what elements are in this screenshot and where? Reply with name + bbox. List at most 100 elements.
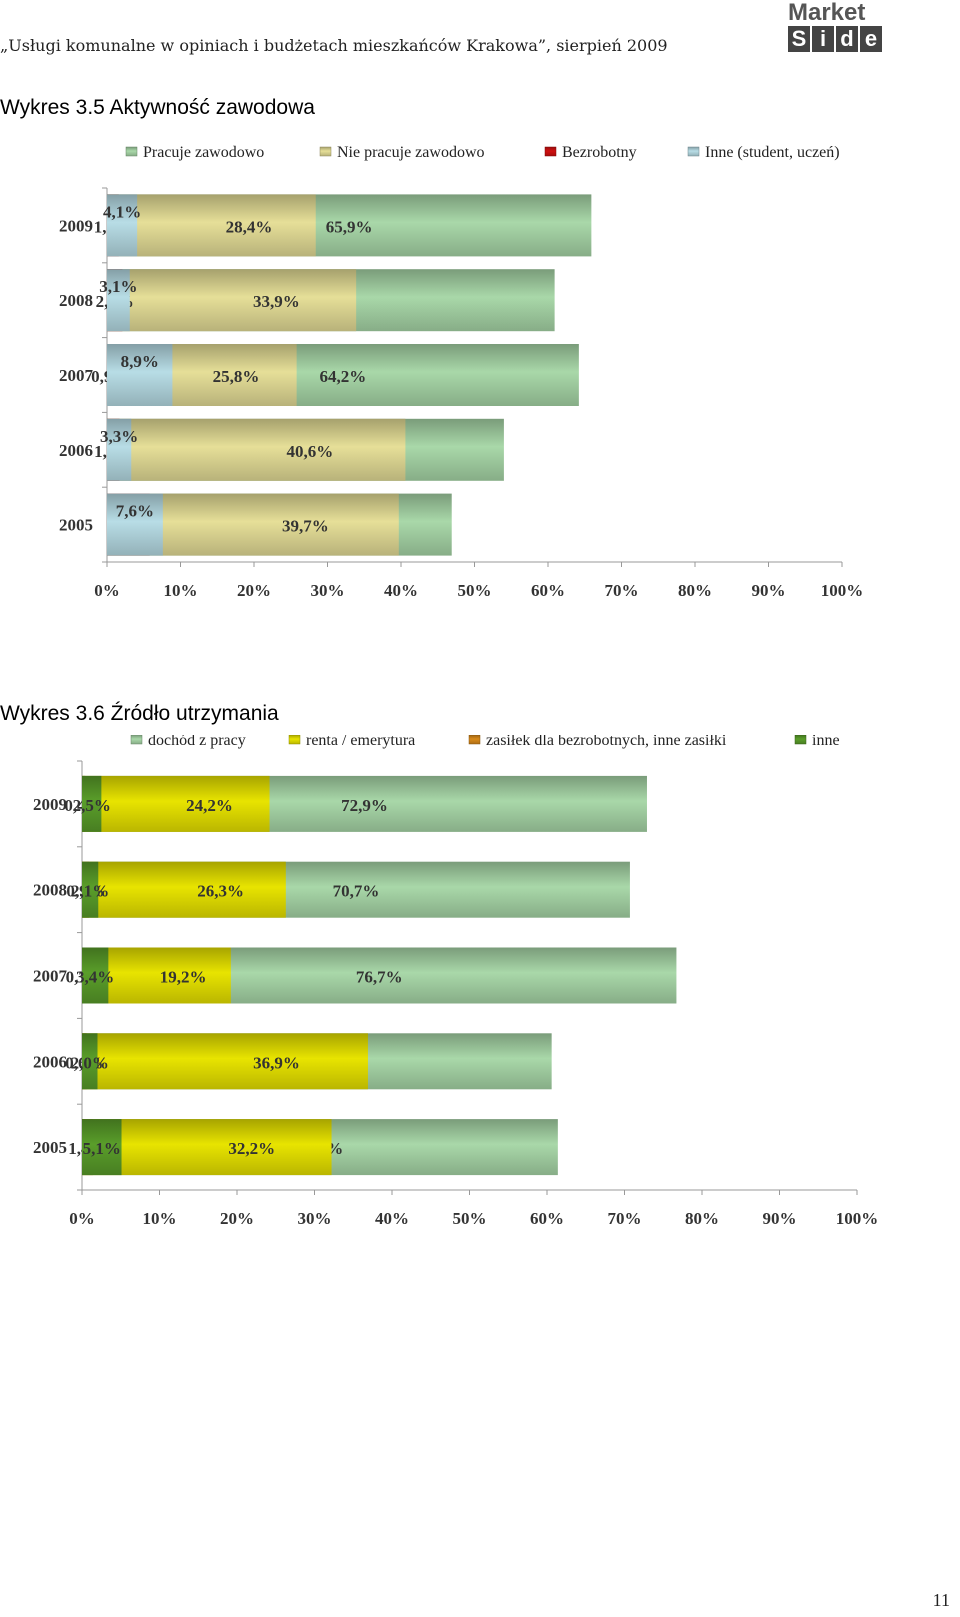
x-tick-label: 60%	[530, 1209, 564, 1228]
legend-swatch	[125, 146, 138, 157]
data-label: 25,8%	[213, 367, 260, 386]
y-category-label: 2009	[33, 795, 67, 814]
data-label: 7,6%	[116, 502, 154, 521]
bar-segment	[107, 344, 173, 406]
data-label: 32,2%	[228, 1139, 275, 1158]
x-tick-label: 100%	[836, 1209, 879, 1228]
legend-label: Bezrobotny	[562, 144, 637, 161]
y-category-label: 2007	[33, 967, 68, 986]
x-tick-label: 70%	[608, 1209, 642, 1228]
data-label: 3,4%	[76, 968, 114, 987]
x-tick-label: 20%	[237, 581, 271, 600]
data-label: 24,2%	[186, 796, 233, 815]
bar-segment	[82, 775, 270, 832]
legend-swatch	[468, 735, 481, 745]
logo-text-side: S i d e	[788, 26, 886, 52]
market-side-logo: Market S i d e	[788, 0, 886, 56]
chart-income-source: dochód z pracy renta / emerytura zasiłek d…	[33, 735, 879, 1228]
bar-segment	[82, 1119, 122, 1176]
data-label: 36,9%	[253, 1053, 300, 1072]
legend-label: Inne (student, uczeń)	[705, 144, 840, 161]
data-label: 26,3%	[197, 882, 244, 901]
bar-segment	[82, 861, 99, 918]
legend-swatch	[288, 735, 301, 745]
x-tick-label: 30%	[298, 1209, 332, 1228]
x-tick-label: 30%	[311, 581, 345, 600]
chart-title-activity: Wykres 3.5 Aktywność zawodowa	[0, 96, 315, 119]
data-label: 39,7%	[282, 517, 329, 536]
legend-label: dochód z pracy	[148, 735, 246, 749]
x-tick-label: 0%	[69, 1209, 95, 1228]
chart-legend: dochód z pracy renta / emerytura zasiłek d…	[130, 735, 840, 749]
y-category-label: 2008	[33, 881, 67, 900]
data-label: 72,9%	[341, 796, 388, 815]
x-tick-label: 50%	[453, 1209, 487, 1228]
x-tick-label: 50%	[458, 581, 492, 600]
data-label: 5,1%	[83, 1139, 121, 1158]
x-tick-label: 10%	[143, 1209, 177, 1228]
bar-segment	[82, 1033, 98, 1090]
legend-label: Nie pracuje zawodowo	[337, 144, 485, 161]
x-tick-label: 0%	[94, 581, 120, 600]
bar-segment	[107, 493, 163, 556]
legend-label: inne	[812, 735, 840, 749]
data-label: 40,6%	[287, 442, 334, 461]
legend-swatch	[687, 146, 700, 157]
chart-professional-activity: Pracuje zawodowo Nie pracuje zawodowo Bezr…	[59, 144, 864, 600]
y-category-label: 2006	[59, 441, 93, 460]
x-tick-label: 10%	[164, 581, 198, 600]
x-tick-label: 40%	[375, 1209, 409, 1228]
legend-swatch	[319, 146, 332, 157]
document-header-title: „Usługi komunalne w opiniach i budżetach…	[0, 36, 668, 55]
data-label: 2,1%	[71, 882, 109, 901]
x-tick-label: 70%	[605, 581, 639, 600]
logo-letter: i	[812, 26, 834, 52]
bar-segment	[82, 947, 109, 1004]
y-category-label: 2005	[59, 516, 93, 535]
chart-axes: 0% 10% 20% 30% 40% 50% 60% 70% 80% 90% 100%	[69, 760, 879, 1228]
bar-segment	[107, 418, 406, 481]
y-category-label: 2006	[33, 1052, 67, 1071]
data-label: 33,9%	[253, 292, 300, 311]
bar-segment	[82, 1119, 332, 1176]
x-tick-label: 20%	[220, 1209, 254, 1228]
y-category-label: 2005	[33, 1138, 67, 1157]
bar-segment	[82, 775, 102, 832]
legend-swatch	[794, 735, 807, 745]
x-tick-label: 100%	[821, 581, 864, 600]
x-tick-label: 40%	[384, 581, 418, 600]
bar-segment	[107, 269, 357, 332]
logo-letter: e	[860, 26, 882, 52]
data-label: 19,2%	[160, 968, 207, 987]
y-category-label: 2009	[59, 216, 93, 235]
legend-label: zasiłek dla bezrobotnych, inne zasiłki	[486, 735, 727, 749]
legend-label: Pracuje zawodowo	[143, 144, 264, 161]
data-label: 4,1%	[103, 202, 141, 221]
data-label: 2,5%	[73, 796, 111, 815]
bar-segment	[107, 269, 130, 332]
x-tick-label: 90%	[763, 1209, 797, 1228]
x-tick-label: 80%	[678, 581, 712, 600]
x-tick-label: 90%	[752, 581, 786, 600]
data-label: 2,0%	[71, 1053, 109, 1072]
data-label: 8,9%	[121, 352, 159, 371]
bar-segment	[107, 194, 138, 257]
y-category-label: 2007	[59, 366, 94, 385]
chart-title-income-source: Wykres 3.6 Źródło utrzymania	[0, 702, 279, 725]
data-label: 76,7%	[356, 968, 403, 987]
data-label: 3,1%	[99, 277, 137, 296]
page-number: 11	[932, 1590, 950, 1610]
bar-segment	[107, 418, 132, 481]
chart-legend: Pracuje zawodowo Nie pracuje zawodowo Bezr…	[125, 144, 840, 161]
bar-segment	[107, 194, 316, 257]
legend-swatch	[130, 735, 143, 745]
bar-segment	[82, 1033, 368, 1090]
logo-text-market: Market	[788, 0, 866, 26]
data-label: 3,3%	[100, 427, 138, 446]
data-label: 70,7%	[333, 882, 380, 901]
bar-segment	[82, 861, 286, 918]
x-tick-label: 80%	[685, 1209, 719, 1228]
x-tick-label: 60%	[531, 581, 565, 600]
chart-axes: 0% 10% 20% 30% 40% 50% 60% 70% 80% 90% 100%	[94, 187, 864, 600]
data-label: 28,4%	[226, 217, 273, 236]
